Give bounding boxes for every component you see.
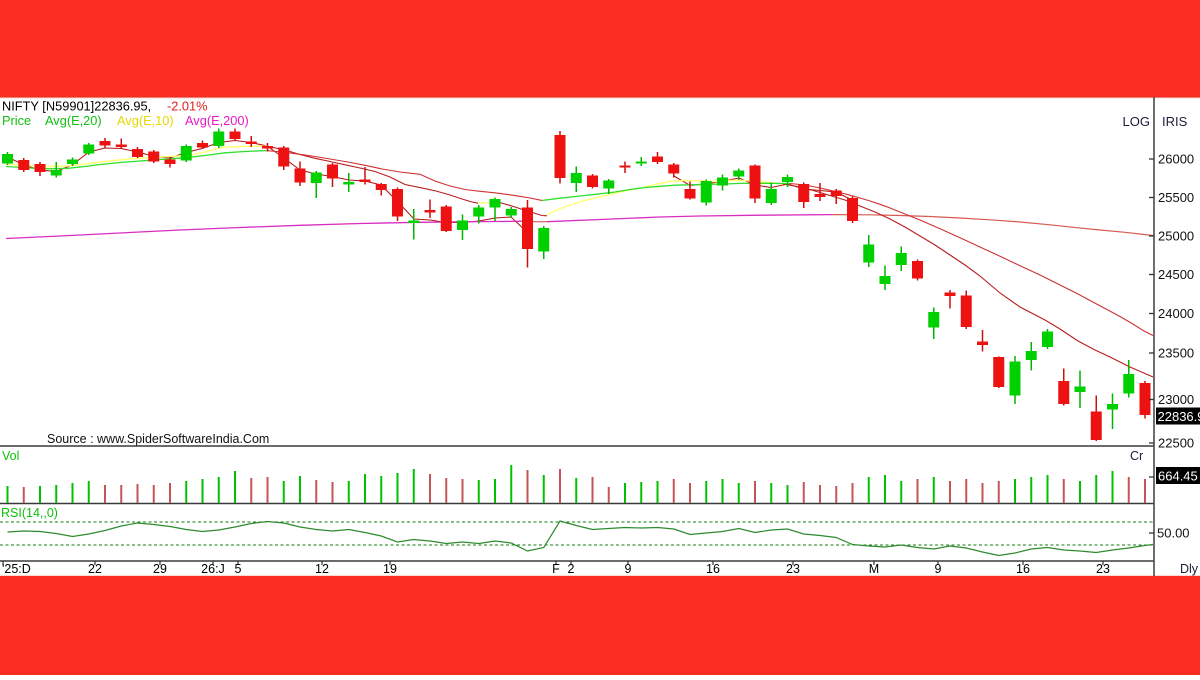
svg-text:Avg(E,200): Avg(E,200) xyxy=(185,113,249,128)
svg-text:24500: 24500 xyxy=(1158,267,1194,282)
svg-text:Vol: Vol xyxy=(2,449,19,463)
svg-text:25000: 25000 xyxy=(1158,229,1194,244)
svg-text:24000: 24000 xyxy=(1158,306,1194,321)
svg-text:664.45: 664.45 xyxy=(1158,469,1198,484)
svg-text:IRIS: IRIS xyxy=(1162,114,1188,129)
svg-text:-2.01%: -2.01% xyxy=(167,99,208,114)
svg-text:Price: Price xyxy=(2,113,31,128)
svg-text:9: 9 xyxy=(935,562,942,576)
svg-text:50.00: 50.00 xyxy=(1157,526,1190,541)
svg-text:25500: 25500 xyxy=(1158,190,1194,205)
svg-text:Avg(E,20): Avg(E,20) xyxy=(45,113,102,128)
svg-text:26000: 26000 xyxy=(1158,152,1194,167)
svg-text:Dly: Dly xyxy=(1180,562,1199,576)
svg-text:16: 16 xyxy=(706,562,720,576)
svg-text:22836.9: 22836.9 xyxy=(1158,409,1200,424)
svg-text:2: 2 xyxy=(568,562,575,576)
svg-text:Avg(E,10): Avg(E,10) xyxy=(117,113,174,128)
svg-text:LOG: LOG xyxy=(1123,114,1150,129)
svg-text:23000: 23000 xyxy=(1158,392,1194,407)
svg-text:M: M xyxy=(869,562,879,576)
svg-text:12: 12 xyxy=(315,562,329,576)
svg-text:23: 23 xyxy=(1096,562,1110,576)
svg-text:5: 5 xyxy=(235,562,242,576)
svg-text:Cr: Cr xyxy=(1130,449,1143,463)
svg-text:22: 22 xyxy=(88,562,102,576)
svg-text:26:J: 26:J xyxy=(201,562,225,576)
svg-text:NIFTY [N59901]22836.95,: NIFTY [N59901]22836.95, xyxy=(2,99,151,114)
svg-text:16: 16 xyxy=(1016,562,1030,576)
svg-text:9: 9 xyxy=(625,562,632,576)
svg-text:F: F xyxy=(552,562,560,576)
svg-text:23500: 23500 xyxy=(1158,346,1194,361)
svg-text:19: 19 xyxy=(383,562,397,576)
svg-text:Source : www.SpiderSoftwareInd: Source : www.SpiderSoftwareIndia.Com xyxy=(47,432,269,446)
svg-text:'25:D: '25:D xyxy=(2,562,31,576)
svg-text:22500: 22500 xyxy=(1158,436,1194,451)
svg-text:23: 23 xyxy=(786,562,800,576)
svg-text:RSI(14,,0): RSI(14,,0) xyxy=(1,506,58,520)
svg-text:29: 29 xyxy=(153,562,167,576)
